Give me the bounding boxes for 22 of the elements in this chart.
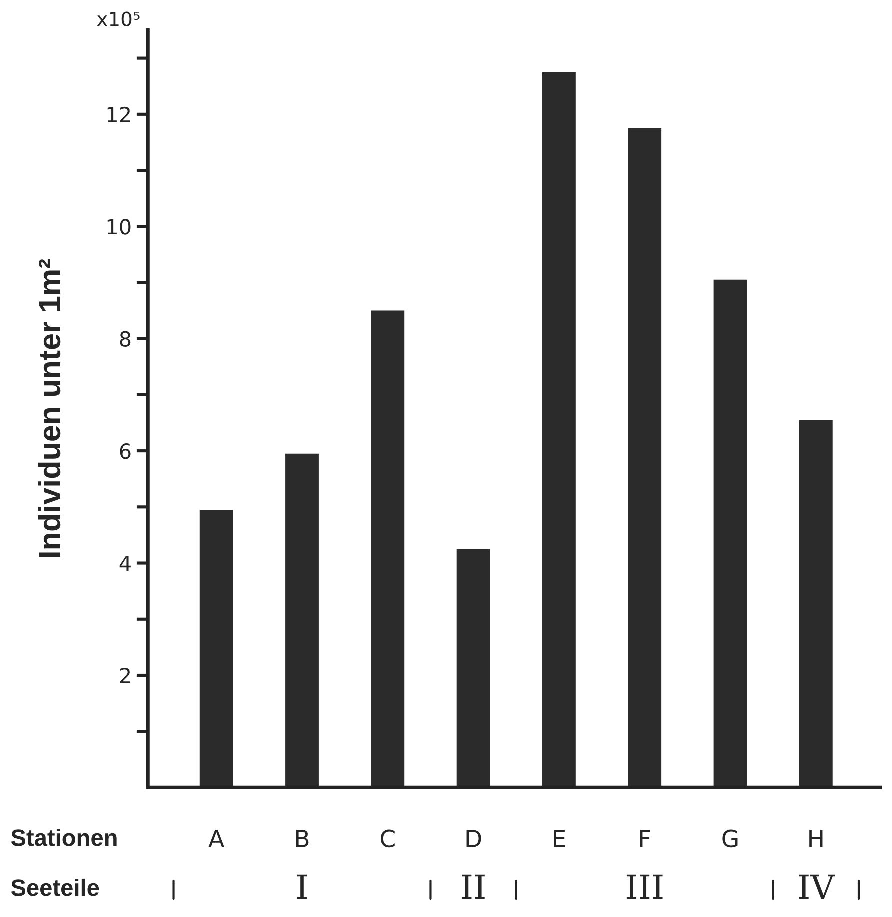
text: II (462, 874, 485, 900)
y-tick-label: 12 (108, 106, 130, 122)
y-tick-label: 4 (120, 556, 131, 572)
x-tick-label: G (722, 830, 738, 848)
y-tick-label: 6 (120, 444, 131, 460)
x-tick-label: C (380, 830, 395, 848)
y-tick-label: 10 (108, 219, 131, 235)
x-tick-label: D (466, 830, 482, 848)
x-tick-label: A (208, 830, 224, 848)
x-tick-label: B (296, 830, 309, 848)
x-tick-label: E (554, 830, 566, 848)
text: I (298, 874, 307, 900)
text: Seeteile (11, 878, 100, 896)
y-axis-title: Individuen unter 1m² (38, 259, 61, 558)
y-tick-label: 2 (120, 668, 130, 684)
x-tick-label: F (640, 830, 650, 848)
text: III (626, 874, 663, 900)
text: x10⁵ (97, 12, 140, 26)
text: Stationen (11, 828, 117, 846)
y-tick-label: 8 (120, 331, 131, 348)
text: IV (799, 874, 836, 900)
x-tick-label: H (810, 830, 823, 848)
